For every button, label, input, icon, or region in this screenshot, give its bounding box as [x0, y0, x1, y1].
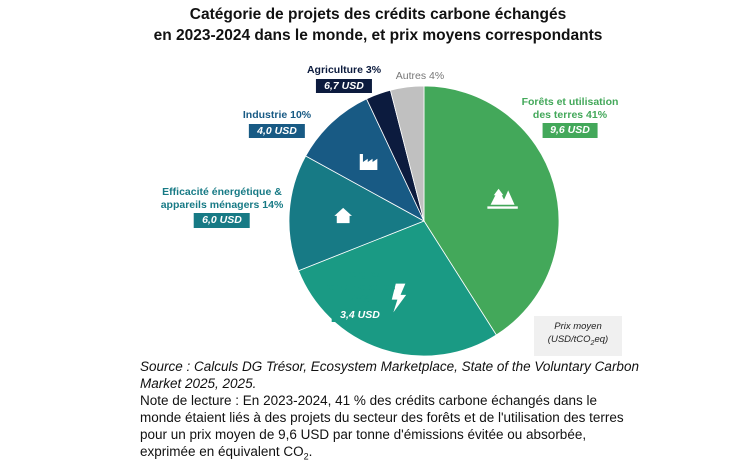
legend-line-1: Prix moyen [554, 321, 602, 332]
slice-label-text: Forêts et utilisation [521, 96, 619, 108]
slice-label: Energies renouvelables 28% 3,4 USD [324, 268, 396, 322]
source-text: Source : Calculs DG Trésor, Ecosystem Ma… [140, 359, 639, 391]
title-line-2: en 2023-2024 dans le monde, et prix moye… [153, 27, 603, 44]
slice-label-text: Energies [337, 268, 383, 280]
price-badge: 4,0 USD [249, 123, 305, 138]
price-badge: 6,0 USD [194, 213, 250, 228]
slice-label: Autres 4% [396, 70, 444, 83]
slice-label-text: Industrie 10% [242, 109, 312, 121]
slice-label-text: Agriculture 3% [306, 64, 382, 76]
house-icon [334, 207, 352, 224]
pie-slice-5 [389, 85, 425, 222]
notes: Source : Calculs DG Trésor, Ecosystem Ma… [140, 358, 640, 466]
legend-line-2: (USD/tCO2eq) [547, 334, 609, 347]
chart-title: Catégorie de projets des crédits carbone… [0, 4, 756, 46]
slice-label: Efficacité énergétique & appareils ménage… [160, 186, 284, 228]
legend-price-unit: Prix moyen (USD/tCO2eq) [534, 316, 622, 356]
trees-icon [487, 188, 518, 209]
slice-label-text: Efficacité énergétique & [162, 186, 282, 198]
price-badge: 6,7 USD [316, 78, 372, 93]
slice-label-text: Autres 4% [395, 70, 445, 82]
factory-icon [359, 153, 378, 170]
slice-label-text: appareils ménagers 14% [160, 198, 284, 211]
slice-label: Forêts et utilisation des terres 41% 9,6 U… [521, 96, 619, 138]
slice-label-text: 28% [349, 293, 371, 305]
pie-slice-2 [288, 155, 425, 272]
slice-label-text: des terres 41% [532, 108, 608, 121]
price-badge: 3,4 USD [332, 307, 388, 322]
slice-label: Industrie 10% 4,0 USD [243, 109, 311, 138]
slice-label: Agriculture 3% 6,7 USD [307, 64, 381, 93]
pie-slice-3 [305, 98, 425, 222]
price-badge: 9,6 USD [542, 123, 598, 138]
reading-note: Note de lecture : En 2023-2024, 41 % des… [140, 393, 624, 462]
pie-slice-0 [423, 85, 560, 336]
lightning-icon [391, 283, 407, 313]
title-line-1: Catégorie de projets des crédits carbone… [189, 6, 567, 23]
slice-label-text: renouvelables [324, 280, 396, 293]
